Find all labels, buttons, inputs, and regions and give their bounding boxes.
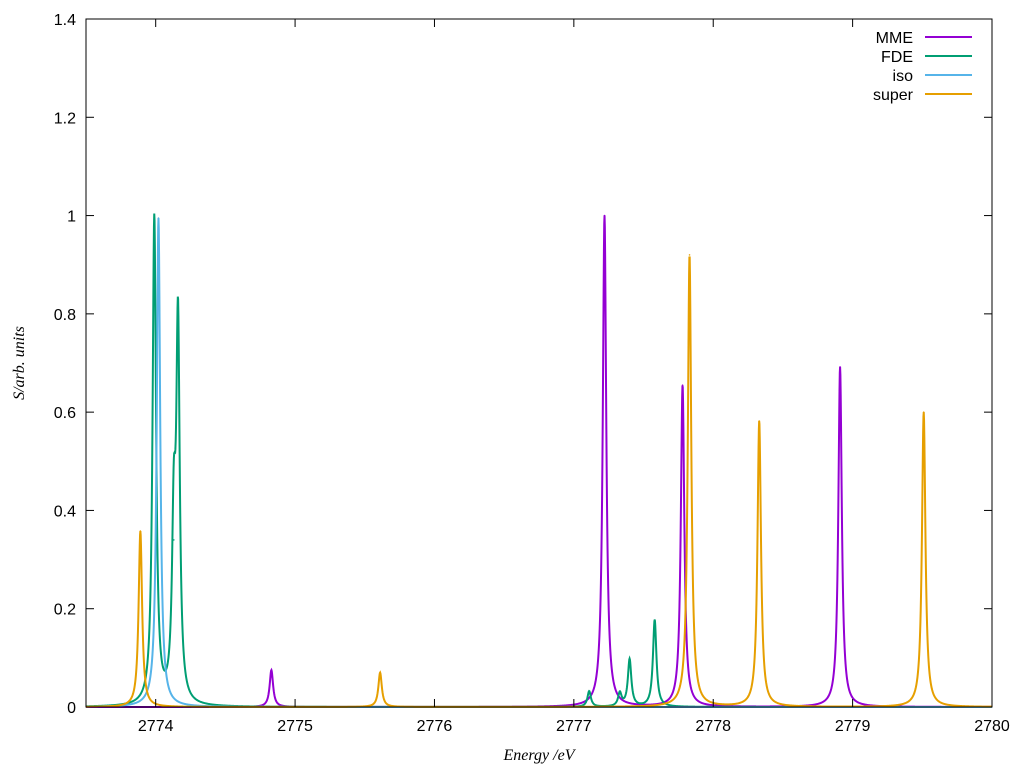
y-tick-label: 0.6 (54, 405, 76, 422)
x-tick-label: 2777 (556, 718, 592, 735)
y-tick-label: 0 (67, 700, 76, 717)
x-tick-label: 2776 (417, 718, 453, 735)
legend-label: super (873, 87, 914, 104)
peak-point-fde (653, 619, 656, 621)
peak-point-fde (619, 692, 621, 695)
y-tick-label: 1 (67, 209, 76, 226)
ticks-layer: 2774 2775 2776 2777 2778 2779 2780 0 0.2 0.4 0.6 0.… (54, 12, 1010, 735)
legend: MME FDE iso super (873, 30, 972, 104)
y-tick-label: 0.2 (54, 602, 76, 619)
peak-point-fde (153, 217, 156, 219)
legend-label: FDE (881, 49, 913, 66)
peak-point-iso (157, 217, 160, 219)
peak-point-super (379, 671, 381, 674)
peak-point-super (758, 420, 761, 422)
y-tick-label: 1.4 (54, 12, 76, 29)
y-tick-label: 0.8 (54, 307, 76, 324)
peak-point-mme (681, 384, 684, 386)
legend-label: iso (893, 68, 914, 85)
x-tick-label: 2778 (695, 718, 731, 735)
y-tick-label: 0.4 (54, 503, 76, 520)
plot-frame (85, 18, 993, 708)
peak-point-mme (839, 366, 841, 368)
peak-point-super (922, 411, 925, 413)
x-tick-label: 2774 (138, 718, 174, 735)
legend-label: MME (876, 30, 913, 47)
peak-point-mme (603, 214, 606, 217)
peak-point-fde (177, 332, 179, 335)
x-axis-title: Energy /eV (503, 747, 577, 764)
peak-point-fde (173, 539, 175, 541)
y-axis-title: S/arb. units (11, 326, 28, 400)
y-tick-label: 1.2 (54, 110, 76, 127)
x-tick-label: 2779 (835, 718, 871, 735)
x-tick-label: 2780 (974, 718, 1010, 735)
peak-point-mme (270, 669, 273, 671)
peak-point-fde (588, 690, 590, 693)
peak-point-super (688, 254, 691, 256)
peak-point-fde (628, 659, 631, 661)
peak-point-super (139, 530, 142, 532)
x-tick-label: 2775 (277, 718, 313, 735)
